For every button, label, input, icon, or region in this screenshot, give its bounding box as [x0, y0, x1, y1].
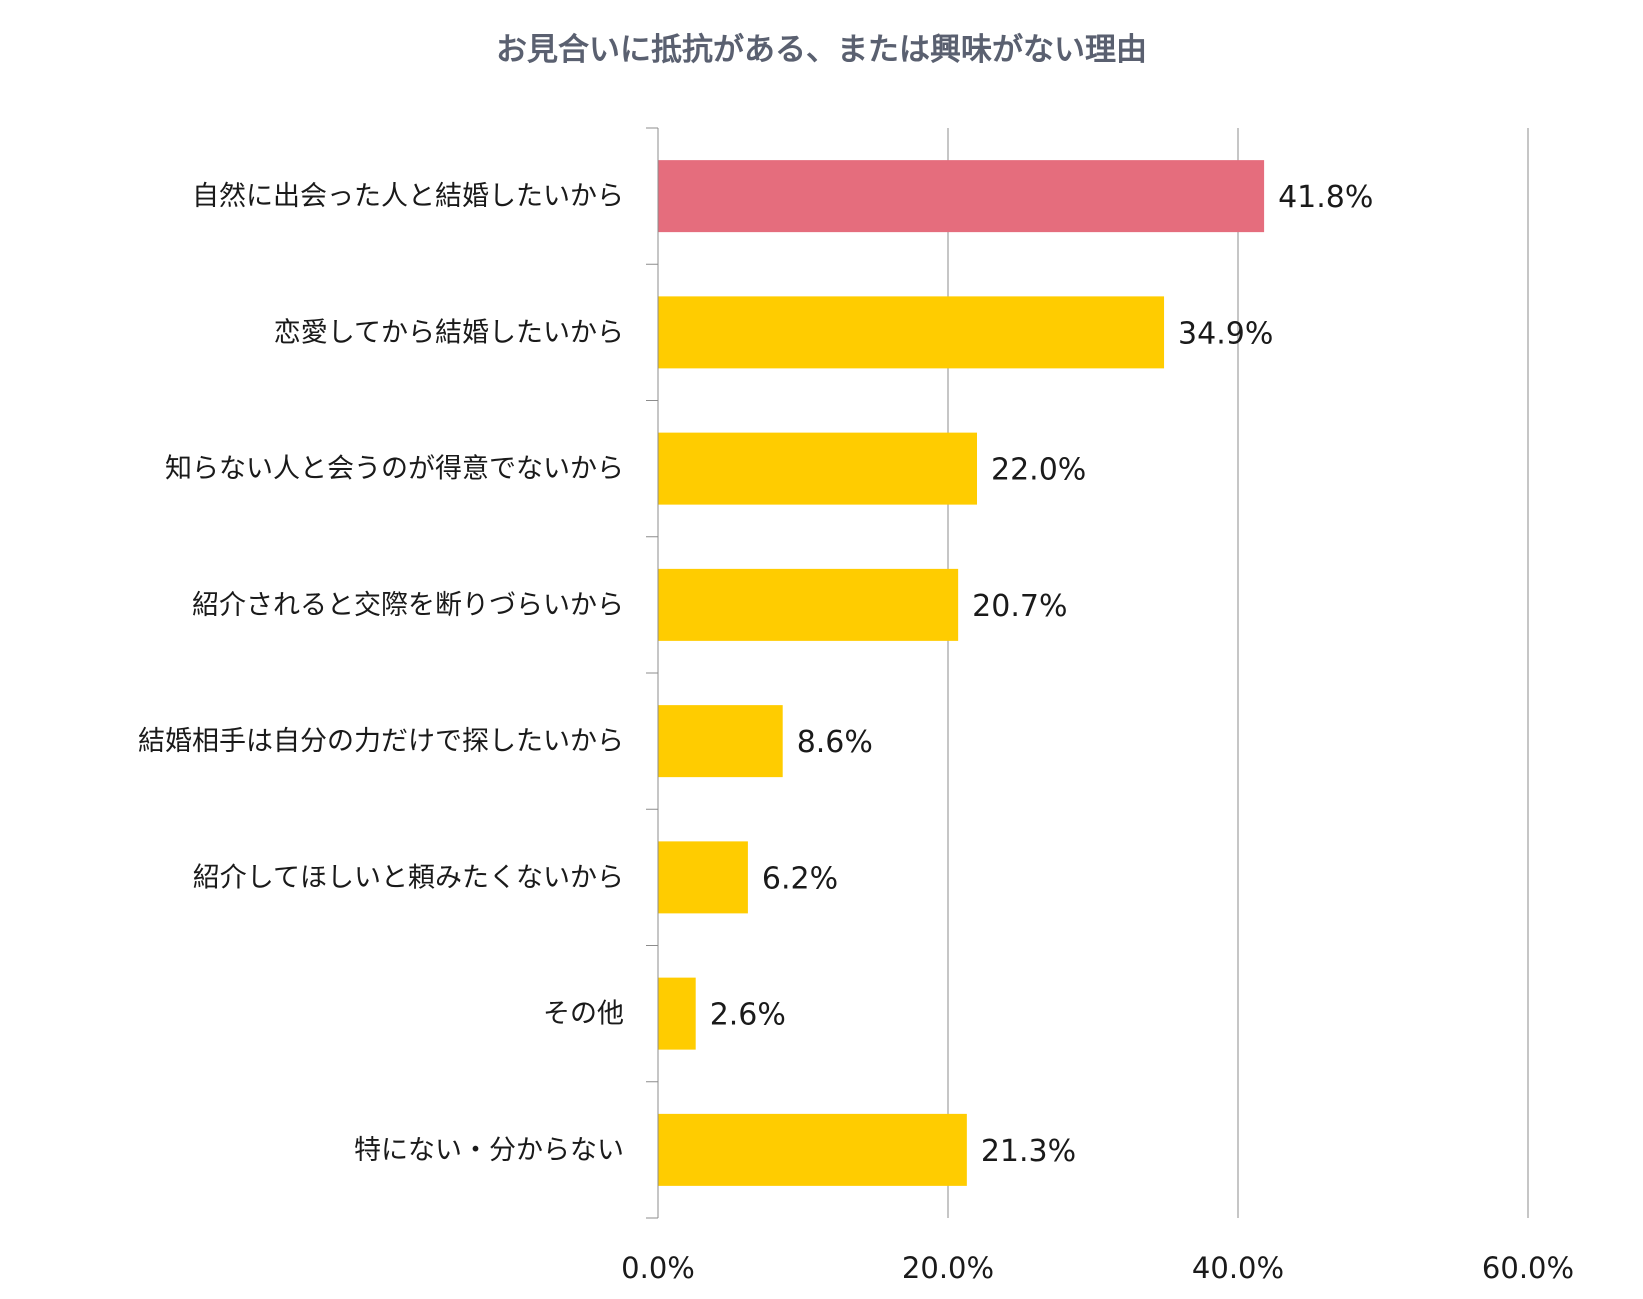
grid-lines [947, 128, 1529, 1218]
category-label: 知らない人と会うのが得意でないから [165, 454, 624, 485]
bar [658, 568, 959, 641]
data-label: 21.3% [981, 1134, 1076, 1169]
chart-title: お見合いに抵抗がある、または興味がない理由 [496, 32, 1147, 68]
data-label: 22.0% [991, 453, 1086, 488]
bar [658, 1113, 967, 1186]
category-label: 紹介してほしいと頼みたくないから [193, 862, 624, 893]
category-label: 結婚相手は自分の力だけで探したいから [138, 726, 624, 757]
category-label: 特にない・分からない [354, 1135, 624, 1166]
data-label: 20.7% [972, 589, 1067, 624]
labels: 0.0% 20.0% 40.0% 60.0% 自然に出会った人と結婚したいから 41.8%… [138, 180, 1574, 1285]
bar [658, 705, 783, 778]
x-tick-label: 20.0% [902, 1251, 994, 1285]
category-label: 恋愛してから結婚したいから [274, 317, 624, 348]
data-label: 2.6% [710, 998, 786, 1033]
bar [658, 296, 1165, 369]
bars [658, 160, 1265, 1186]
bar [658, 841, 748, 914]
data-label: 8.6% [797, 725, 873, 760]
axes [646, 127, 659, 1219]
bar [658, 432, 977, 505]
bar [658, 160, 1265, 233]
category-label: 自然に出会った人と結婚したいから [192, 181, 624, 212]
data-label: 6.2% [762, 861, 838, 896]
x-tick-label: 0.0% [621, 1251, 695, 1285]
data-label: 41.8% [1278, 180, 1373, 215]
category-label: 紹介されると交際を断りづらいから [192, 590, 624, 621]
bar [658, 977, 696, 1050]
category-label: その他 [543, 999, 624, 1030]
data-label: 34.9% [1178, 316, 1273, 351]
x-tick-label: 40.0% [1192, 1251, 1284, 1285]
x-tick-label: 60.0% [1482, 1251, 1574, 1285]
